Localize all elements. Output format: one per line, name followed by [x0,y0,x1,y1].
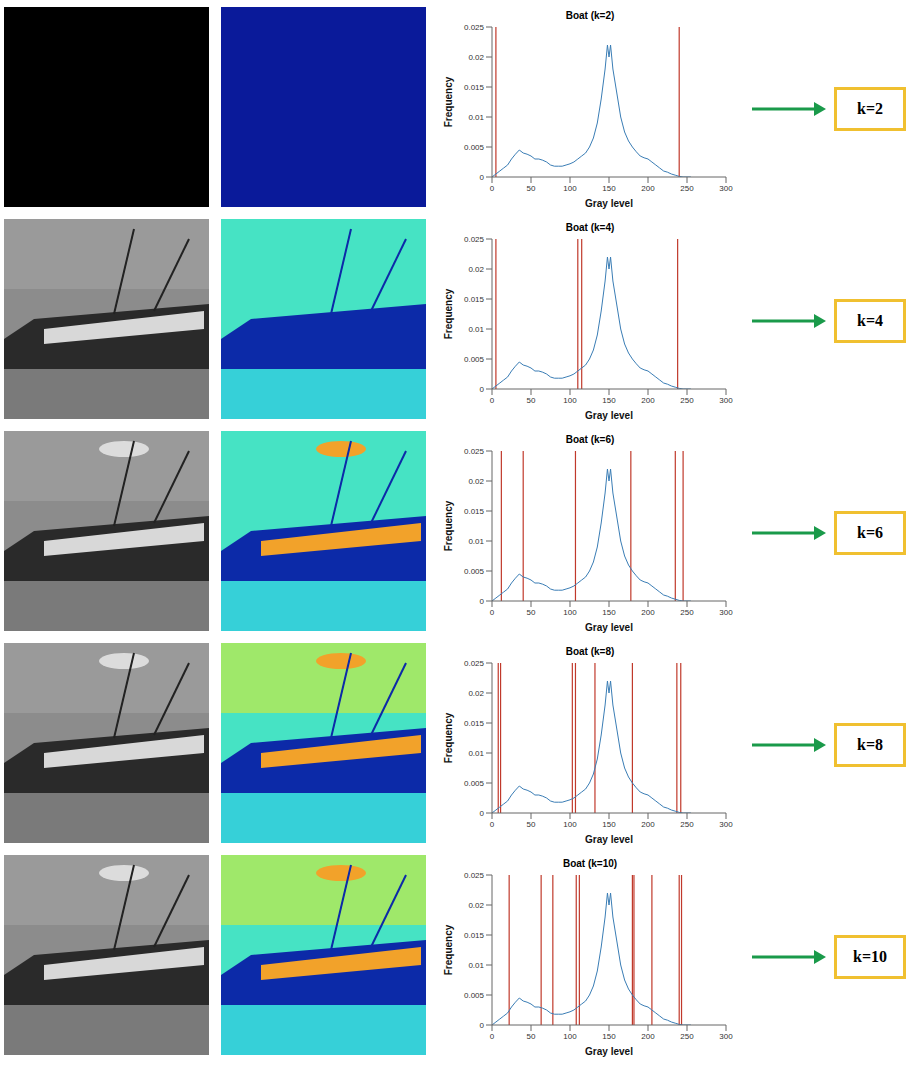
svg-text:Frequency: Frequency [443,76,454,127]
html-text:k=6: k=6 [857,523,883,541]
svg-text:0.02: 0.02 [468,688,484,697]
svg-text:50: 50 [527,607,536,616]
svg-text:300: 300 [719,607,733,616]
svg-text:0.015: 0.015 [464,506,485,515]
svg-text:250: 250 [680,395,694,404]
svg-text:0: 0 [490,819,495,828]
svg-text:0.025: 0.025 [464,447,485,456]
svg-text:0: 0 [480,1020,485,1029]
html-text:Boat (k=4): Boat (k=4) [565,221,615,233]
svg-text:50: 50 [527,183,536,192]
html-text:Boat (k=6): Boat (k=6) [565,433,615,445]
svg-text:200: 200 [641,607,655,616]
svg-text:300: 300 [719,1031,733,1040]
svg-text:0: 0 [480,596,485,605]
html-text:Boat (k=10): Boat (k=10) [562,857,618,869]
svg-text:100: 100 [563,1031,577,1040]
svg-text:0.02: 0.02 [468,264,484,273]
svg-text:Gray level: Gray level [585,622,633,633]
svg-text:0: 0 [490,183,495,192]
svg-text:0.005: 0.005 [464,354,485,363]
svg-text:Gray level: Gray level [585,410,633,421]
svg-text:0.02: 0.02 [468,900,484,909]
svg-text:0.01: 0.01 [468,536,484,545]
svg-text:0.005: 0.005 [464,142,485,151]
svg-text:0: 0 [490,607,495,616]
svg-text:200: 200 [641,1031,655,1040]
svg-text:150: 150 [602,183,616,192]
svg-text:0.02: 0.02 [468,476,484,485]
html-text:k=4: k=4 [857,311,883,329]
svg-text:150: 150 [602,819,616,828]
html-text:Boat (k=8): Boat (k=8) [565,645,615,657]
svg-text:0.025: 0.025 [464,871,485,880]
svg-text:200: 200 [641,395,655,404]
svg-text:0.01: 0.01 [468,112,484,121]
svg-text:0.015: 0.015 [464,930,485,939]
svg-text:100: 100 [563,819,577,828]
svg-text:0.005: 0.005 [464,778,485,787]
svg-text:Gray level: Gray level [585,198,633,209]
svg-text:0: 0 [490,395,495,404]
svg-text:Frequency: Frequency [443,712,454,763]
svg-text:200: 200 [641,819,655,828]
svg-text:0.01: 0.01 [468,324,484,333]
svg-text:Gray level: Gray level [585,834,633,845]
svg-text:0.01: 0.01 [468,960,484,969]
svg-text:0.005: 0.005 [464,990,485,999]
svg-text:150: 150 [602,607,616,616]
svg-text:100: 100 [563,607,577,616]
svg-text:Frequency: Frequency [443,288,454,339]
svg-text:0.005: 0.005 [464,566,485,575]
svg-text:50: 50 [527,819,536,828]
svg-text:0.015: 0.015 [464,718,485,727]
svg-text:Frequency: Frequency [443,500,454,551]
svg-text:300: 300 [719,395,733,404]
svg-text:0: 0 [480,172,485,181]
svg-text:250: 250 [680,1031,694,1040]
svg-text:250: 250 [680,183,694,192]
svg-text:0: 0 [490,1031,495,1040]
svg-text:150: 150 [602,395,616,404]
svg-text:300: 300 [719,183,733,192]
svg-text:0: 0 [480,808,485,817]
svg-text:Frequency: Frequency [443,924,454,975]
svg-text:0.025: 0.025 [464,235,485,244]
svg-text:300: 300 [719,819,733,828]
svg-text:0: 0 [480,384,485,393]
svg-text:0.015: 0.015 [464,294,485,303]
svg-text:100: 100 [563,395,577,404]
html-text:k=10: k=10 [853,947,887,965]
svg-text:150: 150 [602,1031,616,1040]
svg-text:0.01: 0.01 [468,748,484,757]
svg-text:0.025: 0.025 [464,23,485,32]
svg-text:0.02: 0.02 [468,52,484,61]
svg-text:100: 100 [563,183,577,192]
svg-text:0.015: 0.015 [464,82,485,91]
svg-text:200: 200 [641,183,655,192]
html-text:Boat (k=2): Boat (k=2) [565,9,615,21]
svg-text:250: 250 [680,607,694,616]
html-text:k=8: k=8 [857,735,883,753]
svg-text:50: 50 [527,395,536,404]
svg-text:50: 50 [527,1031,536,1040]
svg-text:250: 250 [680,819,694,828]
html-text:k=2: k=2 [857,99,883,117]
svg-text:Gray level: Gray level [585,1046,633,1057]
svg-text:0.025: 0.025 [464,659,485,668]
